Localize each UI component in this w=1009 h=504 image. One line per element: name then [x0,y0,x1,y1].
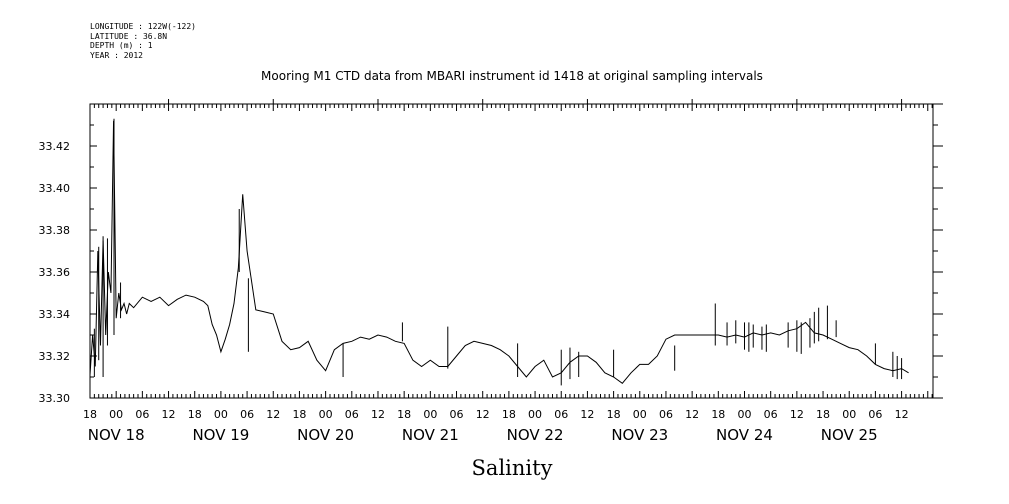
x-hour-tick-label: 18 [502,408,516,421]
x-hour-tick-label: 06 [868,408,882,421]
x-hour-tick-label: 00 [423,408,437,421]
x-hour-tick-label: 00 [528,408,542,421]
x-hour-tick-label: 00 [738,408,752,421]
x-hour-tick-label: 00 [109,408,123,421]
x-hour-tick-label: 18 [188,408,202,421]
x-hour-tick-label: 12 [476,408,490,421]
x-hour-tick-label: 06 [659,408,673,421]
y-tick-label: 33.38 [39,224,71,237]
x-hour-tick-label: 12 [162,408,176,421]
axis-ticks [89,99,943,399]
longitude-label: LONGITUDE : 122W(-122) [90,22,196,31]
y-axis-labels: 33.30 33.32 33.34 33.36 33.38 33.40 33.42 [39,140,71,405]
x-day-label: NOV 21 [402,426,459,444]
x-hour-tick-label: 18 [292,408,306,421]
latitude-label: LATITUDE : 36.8N [90,31,168,41]
y-tick-label: 33.36 [39,266,71,279]
x-hour-tick-label: 12 [266,408,280,421]
x-hour-tick-label: 18 [83,408,97,421]
metadata-block: LONGITUDE : 122W(-122) LATITUDE : 36.8N … [90,22,196,60]
x-day-label: NOV 24 [716,426,773,444]
x-hour-tick-label: 06 [764,408,778,421]
y-tick-label: 33.42 [39,140,71,153]
chart-title: Mooring M1 CTD data from MBARI instrumen… [261,69,763,83]
x-hour-tick-label: 18 [711,408,725,421]
x-hour-tick-label: 06 [240,408,254,421]
salinity-series-line [89,120,909,384]
x-axis-labels: 18 00 06 12 18 00 06 12 18 00 06 12 18 00 06 12 18 00 06 12… [83,408,909,421]
x-hour-tick-label: 18 [607,408,621,421]
x-day-label: NOV 25 [821,426,878,444]
x-hour-tick-label: 06 [554,408,568,421]
x-day-label: NOV 23 [611,426,668,444]
y-tick-label: 33.40 [39,182,71,195]
x-axis-day-labels: NOV 18 NOV 19 NOV 20 NOV 21 NOV 22 NOV 23 NOV … [88,426,878,444]
x-hour-tick-label: 12 [371,408,385,421]
x-hour-tick-label: 00 [319,408,333,421]
salinity-series-group [89,118,909,386]
x-hour-tick-label: 18 [397,408,411,421]
x-hour-tick-label: 00 [633,408,647,421]
plot-frame [89,103,934,399]
x-hour-tick-label: 12 [895,408,909,421]
y-tick-label: 33.30 [39,392,71,405]
x-day-label: NOV 19 [192,426,249,444]
x-day-label: NOV 18 [88,426,145,444]
x-hour-tick-label: 00 [842,408,856,421]
x-hour-tick-label: 06 [135,408,149,421]
y-tick-label: 33.34 [39,308,71,321]
x-hour-tick-label: 12 [580,408,594,421]
x-day-label: NOV 22 [507,426,564,444]
x-day-label: NOV 20 [297,426,354,444]
x-hour-tick-label: 18 [816,408,830,421]
year-label: YEAR : 2012 [90,50,143,60]
depth-label: DEPTH (m) : 1 [90,41,153,51]
x-hour-tick-label: 06 [450,408,464,421]
x-hour-tick-label: 00 [214,408,228,421]
x-hour-tick-label: 06 [345,408,359,421]
x-hour-tick-label: 12 [685,408,699,421]
x-hour-tick-label: 12 [790,408,804,421]
x-axis-title: Salinity [472,456,553,480]
y-tick-label: 33.32 [39,350,71,363]
